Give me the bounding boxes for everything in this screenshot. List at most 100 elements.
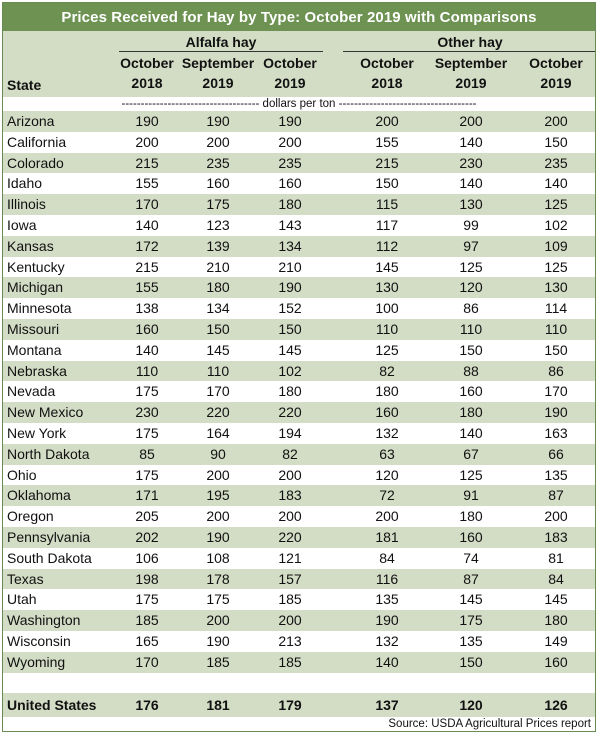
table-row: Montana 140 145 145 125 150 150: [3, 340, 595, 361]
price-cell: 160: [459, 528, 483, 545]
price-cell: 160: [135, 320, 159, 337]
price-cell: 200: [206, 133, 230, 150]
price-cell: 140: [375, 653, 399, 670]
table-row: Utah 175 175 185 135 145 145: [3, 589, 595, 610]
table-row: North Dakota 85 90 82 63 67 66: [3, 443, 595, 465]
price-cell: 109: [544, 237, 568, 254]
price-cell: 180: [459, 404, 483, 421]
state-name: California: [7, 133, 67, 150]
price-cell: 145: [459, 591, 483, 608]
price-cell: 157: [278, 570, 302, 587]
price-cell: 63: [379, 445, 395, 462]
price-cell: 200: [278, 612, 302, 629]
price-cell: 149: [544, 632, 568, 649]
price-cell: 183: [544, 528, 568, 545]
price-cell: 198: [135, 570, 159, 587]
price-cell: 155: [135, 279, 159, 296]
price-cell: 160: [459, 383, 483, 400]
price-cell: 82: [282, 445, 298, 462]
price-cell: 190: [278, 113, 302, 129]
table-row: New Mexico 230 220 220 160 180 190: [3, 402, 595, 423]
price-cell: 110: [459, 320, 483, 337]
price-cell: 235: [206, 154, 230, 171]
price-cell: 102: [544, 216, 568, 233]
table-row: Michigan 155 180 190 130 120 130: [3, 277, 595, 299]
state-name: New Mexico: [7, 404, 84, 421]
price-cell: 134: [278, 237, 302, 254]
group-rule-other: [343, 51, 595, 52]
table-row: Colorado 215 235 235 215 230 235: [3, 152, 595, 174]
price-cell: 175: [135, 466, 159, 483]
group-rule-alfalfa: [119, 51, 323, 52]
price-cell: 140: [459, 175, 483, 192]
price-cell: 150: [459, 653, 483, 670]
column-header-line2: 2019: [274, 75, 306, 91]
price-cell: 72: [379, 487, 395, 504]
price-cell: 230: [459, 154, 483, 171]
price-cell: 125: [544, 196, 568, 213]
price-cell: 74: [463, 549, 479, 566]
price-cell: 194: [278, 424, 302, 441]
state-name: North Dakota: [7, 445, 90, 462]
column-header-other-sep-2019: September 2019: [429, 53, 513, 93]
price-cell: 185: [278, 653, 302, 670]
column-header-line2: 2018: [371, 75, 403, 91]
price-cell: 134: [206, 300, 230, 317]
price-cell: 115: [375, 196, 399, 213]
price-cell: 110: [206, 362, 230, 379]
column-header-line2: 2019: [540, 75, 572, 91]
column-header-line2: 2018: [131, 75, 163, 91]
state-column-header: State: [7, 77, 42, 93]
table-row: Wisconsin 165 190 213 132 135 149: [3, 631, 595, 652]
price-cell: 200: [375, 508, 399, 525]
price-cell: 200: [278, 466, 302, 483]
column-header-alfalfa-oct-2019: October 2019: [257, 53, 323, 93]
price-cell: 230: [135, 404, 159, 421]
column-header-line1: October: [360, 55, 414, 71]
price-cell: 180: [375, 383, 399, 400]
price-cell: 138: [135, 300, 159, 317]
price-cell: 145: [375, 258, 399, 275]
price-cell: 210: [206, 258, 230, 275]
price-cell: 130: [375, 279, 399, 296]
price-cell: 200: [278, 508, 302, 525]
total-value: 126: [544, 697, 568, 713]
price-cell: 220: [278, 404, 302, 421]
table-row: Kentucky 215 210 210 145 125 125: [3, 257, 595, 278]
state-name: Minnesota: [7, 300, 72, 317]
price-cell: 152: [278, 300, 302, 317]
price-cell: 67: [463, 445, 479, 462]
price-cell: 172: [135, 237, 159, 254]
price-cell: 140: [544, 175, 568, 192]
price-cell: 116: [375, 570, 399, 587]
price-cell: 87: [463, 570, 479, 587]
state-name: Nebraska: [7, 362, 67, 379]
price-cell: 170: [135, 653, 159, 670]
price-cell: 175: [206, 591, 230, 608]
price-cell: 180: [278, 383, 302, 400]
price-cell: 190: [135, 113, 159, 129]
price-cell: 87: [548, 487, 564, 504]
price-cell: 202: [135, 528, 159, 545]
price-cell: 200: [375, 113, 399, 129]
state-name: South Dakota: [7, 549, 92, 566]
price-cell: 200: [459, 113, 483, 129]
state-name: Pennsylvania: [7, 528, 91, 545]
column-header-line1: October: [263, 55, 317, 71]
column-header-line1: September: [181, 55, 255, 71]
price-cell: 150: [206, 320, 230, 337]
price-cell: 190: [206, 632, 230, 649]
table-row: Missouri 160 150 150 110 110 110: [3, 318, 595, 340]
price-cell: 145: [278, 341, 302, 358]
price-cell: 90: [210, 445, 226, 462]
table-row: Oklahoma 171 195 183 72 91 87: [3, 485, 595, 507]
total-value: 137: [375, 697, 399, 713]
price-cell: 102: [278, 362, 302, 379]
state-name: Wisconsin: [7, 632, 71, 649]
state-name: Missouri: [7, 320, 60, 337]
price-cell: 215: [375, 154, 399, 171]
table-body: Arizona 190 190 190 200 200 200 California 200 20…: [3, 111, 595, 673]
price-cell: 125: [375, 341, 399, 358]
price-cell: 190: [206, 528, 230, 545]
